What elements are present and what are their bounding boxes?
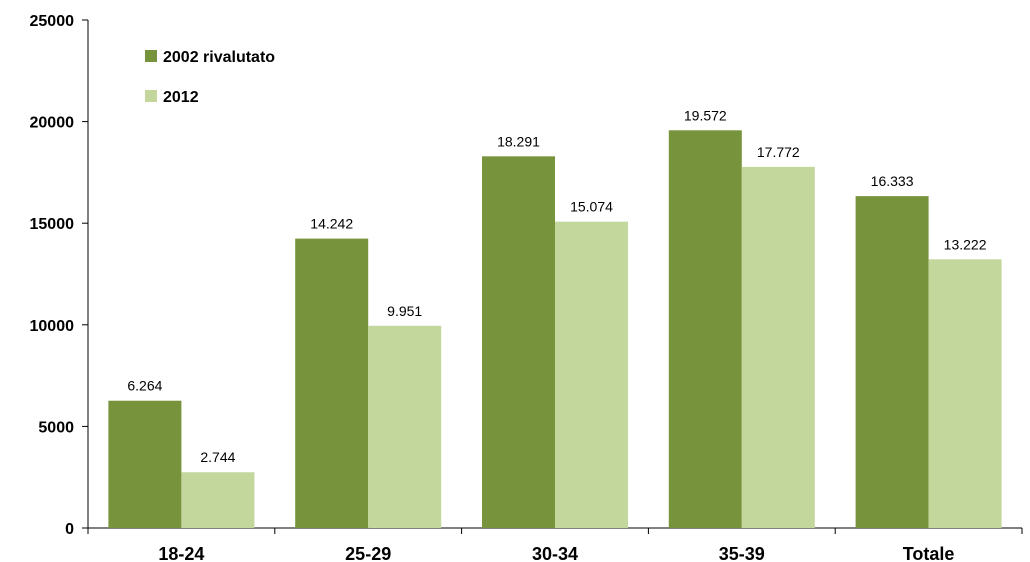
bar (928, 259, 1002, 528)
y-tick-label: 25000 (30, 13, 75, 30)
legend: 2002 rivalutato 2012 (145, 49, 275, 106)
data-label: 18.291 (497, 133, 540, 149)
y-tick-label: 5000 (38, 419, 74, 436)
x-category-label: 25-29 (345, 544, 391, 562)
data-label: 9.951 (387, 303, 422, 319)
data-label: 13.222 (944, 236, 987, 252)
data-label: 17.772 (757, 144, 800, 160)
x-category-label: 30-34 (532, 544, 578, 562)
legend-swatch (145, 50, 157, 62)
data-label: 16.333 (871, 173, 914, 189)
bar (555, 221, 628, 528)
bar (108, 400, 182, 528)
y-tick-label: 10000 (30, 318, 75, 335)
data-label: 15.074 (570, 199, 613, 215)
y-tick-label: 15000 (30, 216, 75, 233)
data-label: 14.242 (310, 216, 353, 232)
bar (741, 166, 815, 528)
y-axis-ticks: 0 5000 10000 15000 20000 25000 (30, 13, 88, 538)
bar (668, 130, 742, 528)
bar (482, 156, 555, 528)
bar (295, 238, 369, 529)
x-category-label: 35-39 (719, 544, 765, 562)
legend-label: 2002 rivalutato (163, 49, 275, 66)
legend-swatch (145, 90, 157, 102)
data-label: 19.572 (684, 107, 727, 123)
y-tick-label: 20000 (30, 115, 75, 132)
x-axis-ticks: 18-24 25-29 30-34 35-39 Totale (87, 528, 1023, 562)
bar (855, 196, 929, 528)
data-label: 2.744 (200, 449, 235, 465)
bars: 6.264 2.744 14.242 9.951 18.291 15.074 19.572 1… (108, 107, 1002, 529)
y-tick-label: 0 (65, 521, 74, 538)
bar (368, 325, 442, 528)
x-category-label: 18-24 (158, 544, 204, 562)
x-category-label: Totale (903, 544, 955, 562)
bar (181, 472, 255, 528)
data-label: 6.264 (127, 378, 162, 394)
legend-label: 2012 (163, 89, 199, 106)
